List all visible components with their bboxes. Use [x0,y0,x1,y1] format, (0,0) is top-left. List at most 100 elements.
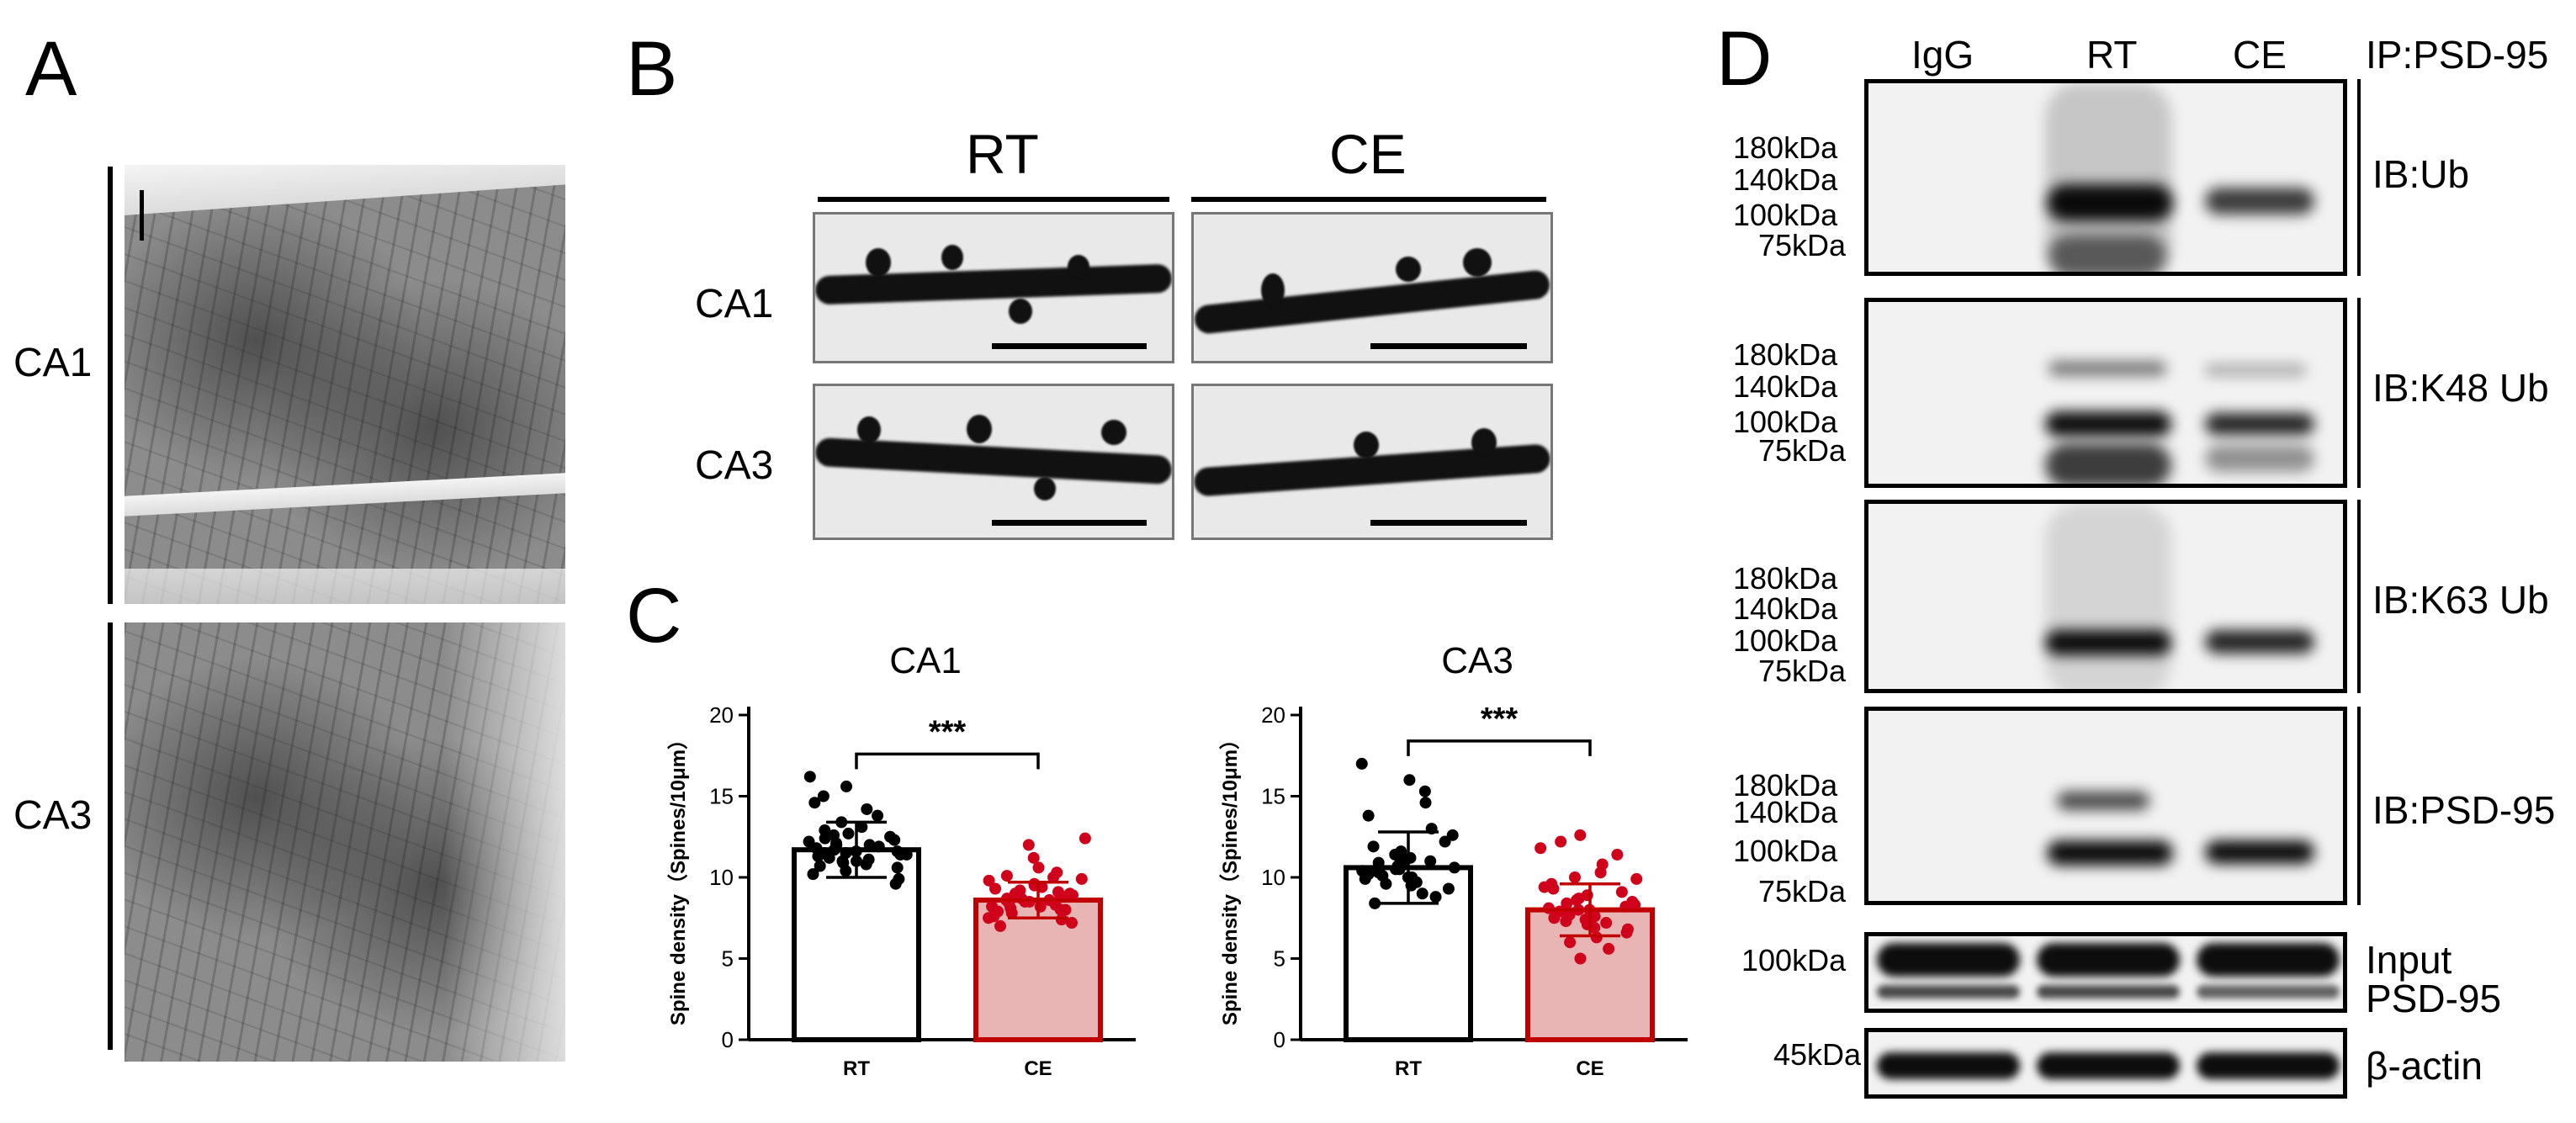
data-point [1369,897,1381,909]
data-point [989,882,1002,895]
y-tick-label: 20 [1261,702,1285,728]
panel-a-ca3-label: CA3 [13,793,93,838]
significance-bracket [1407,739,1592,756]
data-point [1000,870,1013,882]
blot-input-psd95 [1864,932,2347,1013]
data-point [1380,877,1392,890]
blot2-ib-label: IB:K48 Ub [2372,366,2549,410]
panel-b-ce-rule [1191,197,1546,202]
data-point [817,790,830,803]
y-tick-label: 5 [1274,946,1285,972]
data-point [893,872,905,885]
blot4-marker-140: 140kDa [1733,795,1838,829]
data-point [884,830,897,843]
panel-b-ca3-label: CA3 [695,443,774,488]
input-label-line1: Input [2366,938,2452,982]
blot4-marker-100: 100kDa [1733,834,1838,868]
data-point [983,912,995,924]
data-point [986,900,999,913]
lane-label-rt: RT [2086,33,2138,77]
data-point [1615,886,1628,898]
panel-b-rt-rule [818,197,1169,202]
data-point [1065,917,1078,930]
data-point [983,874,995,887]
blot1-ib-label: IB:Ub [2372,152,2470,196]
data-point [1538,881,1550,893]
panel-a-ca1-micrograph [125,165,565,604]
blot3-marker-140: 140kDa [1733,591,1838,626]
x-tick-label: RT [843,1057,870,1077]
data-point [1052,886,1064,898]
data-point [803,835,815,848]
data-point [1446,829,1459,841]
data-point [807,868,819,881]
blot4-marker-75: 75kDa [1758,874,1847,908]
y-tick-label: 5 [722,946,734,972]
data-point [861,803,873,815]
blot3-marker-100: 100kDa [1733,623,1838,658]
data-point [1630,872,1643,885]
data-point [891,845,904,858]
data-point [827,829,840,841]
panel-d-letter: D [1716,16,1773,102]
data-point [1027,851,1040,864]
data-point [1542,902,1555,914]
chart-title: CA3 [1441,640,1513,681]
data-point [803,771,816,783]
significance-label: *** [1481,702,1519,737]
data-point [1051,866,1063,879]
panel-b-ce-header: CE [1329,123,1407,185]
blot-ib-k48-ub [1864,298,2347,488]
data-point [1611,848,1624,861]
blot-beta-actin [1864,1028,2347,1099]
data-point [891,861,904,874]
blot1-marker-180: 180kDa [1733,130,1838,165]
chart-ylabel: Spine density（Spines/10μm） [1219,729,1242,1025]
data-point [1534,842,1547,855]
data-point [1390,863,1402,876]
blot2-marker-100: 100kDa [1733,405,1838,439]
data-point [1600,917,1613,930]
data-point [1367,840,1380,853]
blot3-ib-label: IB:K63 Ub [2372,578,2549,622]
data-point [1574,952,1587,965]
panel-b-ca1-label: CA1 [695,282,774,326]
data-point [1416,887,1428,900]
data-point [1022,839,1035,851]
data-point [1418,785,1431,797]
data-point [856,821,868,834]
ip-label: IP:PSD-95 [2366,33,2549,77]
data-point [1626,895,1639,908]
data-point [1590,931,1603,944]
data-point [1054,903,1067,916]
y-tick-label: 15 [1261,784,1285,809]
actin-label: β-actin [2366,1044,2483,1088]
panel-a-letter: A [25,26,77,112]
data-point [1362,809,1375,822]
x-tick-label: CE [1576,1057,1603,1077]
significance-label: *** [929,714,967,750]
blot-ib-ub [1864,79,2347,276]
data-point [808,797,821,809]
blot1-marker-100: 100kDa [1733,198,1838,232]
panel-b-rt-header: RT [966,123,1039,185]
data-point [1564,936,1577,949]
data-point [1555,835,1567,848]
panel-b-ca1-ce-image [1191,212,1553,363]
data-point [1439,835,1451,848]
data-point [1621,923,1634,935]
data-point [872,809,884,822]
lane-label-ce: CE [2233,33,2287,77]
panel-a-ca3-bracket [108,622,113,1050]
data-point [1568,871,1581,883]
blot2-marker-180: 180kDa [1733,337,1838,372]
blot3-marker-180: 180kDa [1733,561,1838,596]
data-point [994,919,1007,932]
data-point [1015,893,1028,905]
panel-b-ca3-rt-image [813,384,1174,540]
significance-bracket [855,752,1040,770]
x-tick-label: CE [1024,1057,1052,1077]
data-point [1032,861,1045,874]
chart-ylabel: Spine density（Spines/10μm） [667,729,690,1025]
data-point [1603,942,1615,955]
